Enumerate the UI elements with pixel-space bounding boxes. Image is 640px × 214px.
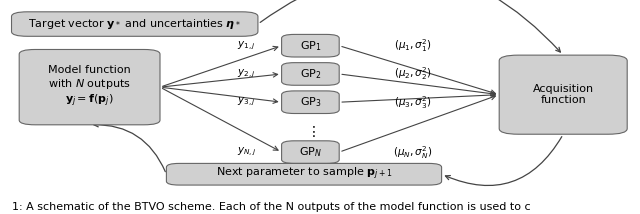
Text: $y_{3,j}$: $y_{3,j}$	[237, 96, 256, 108]
FancyBboxPatch shape	[19, 49, 160, 125]
Text: $(\mu_2, \sigma_2^2)$: $(\mu_2, \sigma_2^2)$	[394, 65, 432, 82]
FancyBboxPatch shape	[12, 12, 258, 36]
Text: Target vector $\mathbf{y}_*$ and uncertainties $\boldsymbol{\eta}_*$: Target vector $\mathbf{y}_*$ and uncerta…	[28, 17, 241, 31]
FancyBboxPatch shape	[282, 63, 339, 85]
Text: $\vdots$: $\vdots$	[305, 124, 316, 139]
Text: $y_{N,j}$: $y_{N,j}$	[237, 146, 256, 158]
Text: $(\mu_N, \sigma_N^2)$: $(\mu_N, \sigma_N^2)$	[393, 144, 433, 160]
FancyBboxPatch shape	[282, 141, 339, 163]
Text: GP$_1$: GP$_1$	[300, 39, 321, 53]
Text: GP$_2$: GP$_2$	[300, 67, 321, 81]
FancyBboxPatch shape	[282, 34, 339, 57]
FancyBboxPatch shape	[499, 55, 627, 134]
Text: Model function
with $N$ outputs
$\mathbf{y}_j = \mathbf{f}(\mathbf{p}_j)$: Model function with $N$ outputs $\mathbf…	[48, 65, 131, 109]
Text: 1: A schematic of the BTVO scheme. Each of the N outputs of the model function i: 1: A schematic of the BTVO scheme. Each …	[12, 202, 530, 212]
Text: GP$_3$: GP$_3$	[300, 95, 321, 109]
Text: GP$_N$: GP$_N$	[299, 145, 322, 159]
Text: Next parameter to sample $\mathbf{p}_{j+1}$: Next parameter to sample $\mathbf{p}_{j+…	[216, 166, 392, 183]
FancyBboxPatch shape	[166, 163, 442, 185]
FancyBboxPatch shape	[282, 91, 339, 113]
Text: Acquisition
function: Acquisition function	[532, 84, 594, 106]
Text: $(\mu_3, \sigma_3^2)$: $(\mu_3, \sigma_3^2)$	[394, 94, 432, 111]
Text: $y_{1,j}$: $y_{1,j}$	[237, 40, 256, 52]
Text: $(\mu_1, \sigma_1^2)$: $(\mu_1, \sigma_1^2)$	[394, 37, 432, 54]
Text: $y_{2,j}$: $y_{2,j}$	[237, 68, 256, 80]
